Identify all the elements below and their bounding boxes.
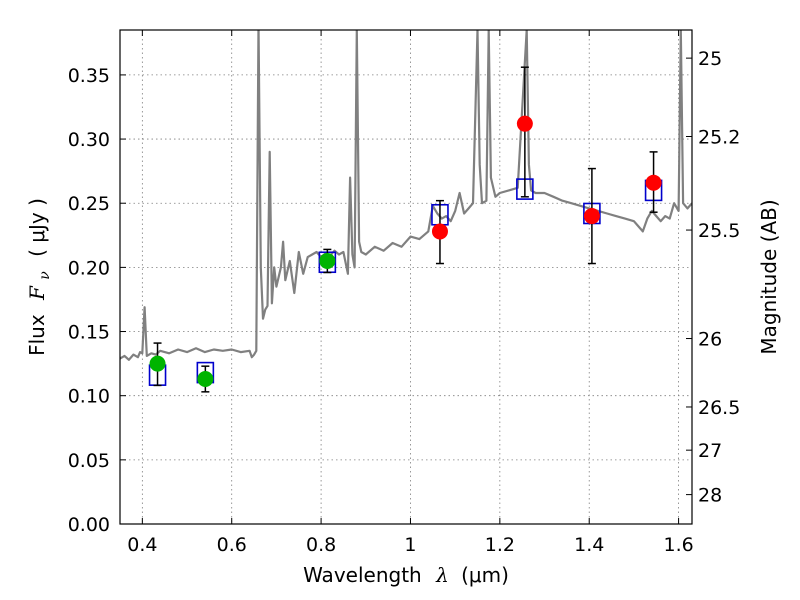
x-tick-label: 1 [404, 534, 416, 556]
x-axis-label: Wavelength λ (μm) [303, 563, 509, 587]
y-axis-label: Flux F ν ( μJy ) [25, 198, 54, 356]
red-data-point [516, 115, 533, 132]
plot-area [120, 30, 692, 361]
y2-axis-label: Magnitude (AB) [757, 199, 781, 354]
plot-frame [119, 29, 693, 525]
y-tick-label: 0.00 [68, 514, 110, 536]
y-axis-label-text: Flux [25, 314, 49, 356]
y2-tick-label: 28 [698, 485, 722, 507]
x-tick-label: 1.6 [663, 534, 693, 556]
x-tick-label: 1.2 [485, 534, 515, 556]
green-data-point [197, 371, 214, 388]
x-tick-label: 1.4 [574, 534, 604, 556]
grid [120, 30, 692, 524]
x-tick-label: 0.6 [217, 534, 247, 556]
red-data-point [431, 223, 448, 240]
y-tick-label: 0.05 [68, 450, 110, 472]
y-tick-label: 0.35 [68, 65, 110, 87]
y-tick-label: 0.25 [68, 193, 110, 215]
y2-tick-label: 25 [698, 48, 722, 70]
y2-tick-label: 25.5 [698, 220, 740, 242]
y-tick-label: 0.15 [68, 322, 110, 344]
data-points [148, 66, 663, 393]
x-axis-label-text: Wavelength [303, 563, 422, 587]
axis-ticks: 0.4 0.6 0.8 1 1.2 1.4 1.6 0.00 0.05 0.10 0.15 0.20 0… [68, 30, 740, 556]
x-tick-label: 0.8 [306, 534, 336, 556]
x-axis-label-unit: (μm) [461, 563, 509, 587]
spectrum-line [120, 30, 692, 361]
y2-tick-label: 25.2 [698, 127, 740, 149]
y-tick-label: 0.10 [68, 386, 110, 408]
y2-tick-label: 27 [698, 440, 722, 462]
y2-tick-label: 26 [698, 329, 722, 351]
red-data-point [645, 174, 662, 191]
y-tick-label: 0.20 [68, 257, 110, 279]
x-tick-label: 0.4 [127, 534, 157, 556]
y-axis-label-subscript: ν [37, 271, 53, 280]
green-data-point [319, 252, 336, 269]
y-axis-label-symbol: F [25, 285, 49, 301]
y2-tick-label: 26.5 [698, 397, 740, 419]
x-axis-label-symbol: λ [435, 563, 449, 587]
red-data-point [583, 208, 600, 225]
y-axis-label-unit: ( μJy ) [25, 198, 49, 257]
green-data-point [149, 355, 166, 372]
y-tick-label: 0.30 [68, 129, 110, 151]
